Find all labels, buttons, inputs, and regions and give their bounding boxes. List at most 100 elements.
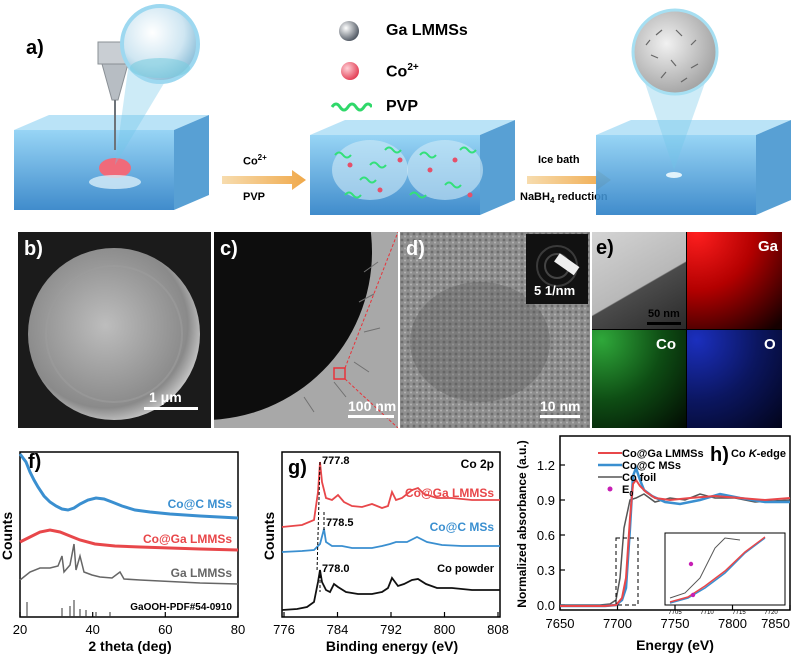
scalebar-d-label: 10 nm bbox=[540, 398, 581, 414]
map-label-co: Co bbox=[656, 336, 676, 353]
panel-b: b) 1 μm bbox=[18, 232, 211, 428]
gray-sphere-icon bbox=[339, 21, 359, 41]
map-label-ga: Ga bbox=[758, 238, 779, 255]
legend-h-2: Co foil bbox=[622, 472, 656, 484]
xtick-g-3: 800 bbox=[434, 622, 456, 637]
label-g-co-powder: Co powder bbox=[437, 563, 495, 575]
legend-h-0: Co@Ga LMMSs bbox=[622, 448, 704, 460]
xrd-co-ga-lmmss-curve bbox=[19, 528, 239, 552]
label-gaooh-pdf: GaOOH-PDF#54-0910 bbox=[130, 602, 232, 613]
xtick-g-4: 808 bbox=[487, 622, 509, 637]
xanes-co-c-mss-curve bbox=[560, 464, 790, 608]
xtick-f-0: 20 bbox=[13, 622, 27, 637]
xtick-f-1: 40 bbox=[85, 622, 99, 637]
scalebar-d bbox=[540, 415, 580, 418]
tank-3-illustration bbox=[596, 8, 791, 215]
panel-a: a) Co2+ PVP Ga LMMSs Co2+ bbox=[0, 0, 799, 228]
tem-c-image bbox=[214, 232, 398, 428]
step2-top-label: Ice bath bbox=[538, 154, 580, 166]
arrow-2 bbox=[527, 170, 611, 190]
xtick-f-2: 60 bbox=[158, 622, 172, 637]
inset-xtick-2: 7715 bbox=[732, 610, 746, 616]
panel-c-letter: c) bbox=[220, 238, 238, 260]
panel-h-letter: h) bbox=[710, 444, 729, 466]
ytick-h-0: 0.0 bbox=[537, 598, 555, 613]
ytick-h-4: 1.2 bbox=[537, 458, 555, 473]
xtick-g-0: 776 bbox=[273, 622, 295, 637]
ylabel-f: Counts bbox=[0, 512, 15, 560]
panel-b-letter: b) bbox=[24, 238, 43, 260]
panel-h-xanes-chart: 7705 7710 7715 7720 0.0 0.3 0.6 0.9 1.2 … bbox=[515, 435, 791, 653]
inset-xtick-0: 7705 bbox=[668, 610, 682, 616]
scalebar-b bbox=[144, 407, 198, 410]
xps-co-powder-curve bbox=[281, 569, 500, 611]
xrd-ga-lmmss-curve bbox=[19, 543, 239, 585]
peak-label-0: 777.8 bbox=[322, 455, 350, 467]
panel-c: c) 100 nm bbox=[214, 232, 398, 428]
panel-f-letter: f) bbox=[28, 451, 41, 473]
title-h: Co K-edge bbox=[731, 448, 786, 460]
saed-pattern bbox=[536, 245, 580, 287]
red-sphere-icon bbox=[341, 62, 359, 80]
xtick-h-3: 7800 bbox=[718, 616, 747, 631]
label-ga-lmmss: Ga LMMSs bbox=[171, 566, 233, 580]
legend-h-3: E0 bbox=[622, 484, 633, 498]
step1-bottom-label: PVP bbox=[243, 191, 266, 203]
legend-pvp: PVP bbox=[386, 98, 419, 115]
label-co-ga-lmmss: Co@Ga LMMSs bbox=[143, 532, 232, 546]
ga-map bbox=[687, 232, 782, 329]
panel-e-letter: e) bbox=[596, 237, 614, 259]
map-label-o: O bbox=[764, 336, 776, 353]
xtick-h-0: 7650 bbox=[546, 616, 575, 631]
title-g: Co 2p bbox=[461, 457, 494, 471]
label-g-co-ga-lmmss: Co@Ga LMMSs bbox=[405, 486, 494, 500]
panel-f-xrd-chart: 20 40 60 80 2 theta (deg) Counts f) Co@C… bbox=[0, 451, 245, 654]
peak-label-2: 778.0 bbox=[322, 563, 350, 575]
legend-ga-lmmss: Ga LMMSs bbox=[386, 22, 468, 39]
xps-co-c-mss-curve bbox=[281, 528, 500, 553]
xtick-f-3: 80 bbox=[231, 622, 245, 637]
xlabel-h: Energy (eV) bbox=[636, 637, 714, 653]
o-map bbox=[687, 330, 782, 428]
scalebar-e-label: 50 nm bbox=[648, 308, 680, 320]
ylabel-h: Normalized absorbance (a.u.) bbox=[515, 440, 529, 607]
step2-bottom-label: NaBH4 reduction bbox=[520, 191, 608, 206]
panel-a-letter: a) bbox=[26, 37, 44, 59]
xtick-g-2: 792 bbox=[380, 622, 402, 637]
panel-g-letter: g) bbox=[288, 457, 307, 479]
xlabel-f: 2 theta (deg) bbox=[88, 638, 171, 654]
legend-co2: Co2+ bbox=[386, 62, 419, 81]
tank-2-illustration bbox=[310, 120, 515, 215]
peak-label-1: 778.5 bbox=[326, 517, 354, 529]
scalebar-c bbox=[348, 415, 394, 418]
sem-sphere-image bbox=[28, 248, 200, 420]
xanes-co-foil-curve bbox=[560, 493, 791, 606]
inset-xtick-3: 7720 bbox=[764, 610, 778, 616]
xlabel-g: Binding energy (eV) bbox=[326, 638, 458, 654]
saed-scalebar-label: 5 1/nm bbox=[534, 283, 576, 298]
panel-d-letter: d) bbox=[406, 238, 425, 260]
label-g-co-c-mss: Co@C MSs bbox=[430, 520, 495, 534]
inset-xtick-1: 7710 bbox=[700, 610, 714, 616]
xtick-h-4: 7850 bbox=[761, 616, 790, 631]
tank-1-illustration bbox=[14, 4, 209, 210]
xtick-h-2: 7750 bbox=[661, 616, 690, 631]
saed-inset bbox=[526, 234, 588, 304]
haadf-image bbox=[592, 232, 686, 329]
xrd-co-c-mss-curve bbox=[18, 453, 239, 520]
ylabel-g: Counts bbox=[262, 512, 277, 560]
ytick-h-3: 0.9 bbox=[537, 493, 555, 508]
panel-e: e) 50 nm Ga Co O bbox=[592, 232, 782, 428]
xanes-co-ga-lmmss-curve bbox=[560, 478, 791, 607]
xtick-h-1: 7700 bbox=[603, 616, 632, 631]
step1-top-label: Co2+ bbox=[243, 153, 267, 168]
green-wave-icon bbox=[330, 102, 372, 112]
panel-d: 5 1/nm d) 10 nm bbox=[400, 232, 590, 428]
scalebar-c-label: 100 nm bbox=[348, 398, 397, 414]
legend-h-1: Co@C MSs bbox=[622, 460, 681, 472]
arrow-1 bbox=[222, 170, 306, 190]
scalebar-b-label: 1 μm bbox=[149, 389, 182, 405]
ytick-h-2: 0.6 bbox=[537, 528, 555, 543]
panel-g-xps-chart: 776 784 792 800 808 Binding energy (eV) … bbox=[262, 451, 509, 654]
co-map bbox=[592, 330, 686, 428]
